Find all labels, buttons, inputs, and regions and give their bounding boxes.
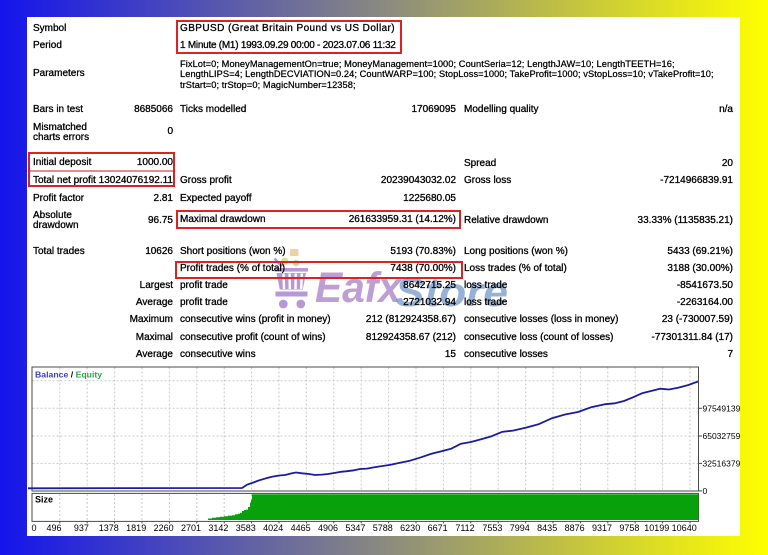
svg-text:32516379: 32516379 — [703, 458, 741, 468]
svg-text:3142: 3142 — [208, 523, 228, 533]
svg-text:4906: 4906 — [318, 523, 338, 533]
svg-text:Size: Size — [35, 495, 53, 505]
svg-text:1819: 1819 — [126, 523, 146, 533]
svg-text:0: 0 — [703, 486, 708, 496]
svg-text:4024: 4024 — [263, 523, 283, 533]
svg-text:2701: 2701 — [181, 523, 201, 533]
svg-text:Store: Store — [395, 269, 508, 315]
svg-text:Balance / Equity: Balance / Equity — [35, 370, 102, 380]
svg-text:496: 496 — [46, 523, 61, 533]
svg-text:5347: 5347 — [345, 523, 365, 533]
svg-text:9317: 9317 — [592, 523, 612, 533]
svg-text:10640: 10640 — [672, 523, 697, 533]
svg-text:4465: 4465 — [291, 523, 311, 533]
svg-text:6671: 6671 — [428, 523, 448, 533]
svg-text:7553: 7553 — [482, 523, 502, 533]
svg-text:7112: 7112 — [455, 523, 474, 533]
svg-text:Eafx: Eafx — [315, 264, 403, 312]
svg-text:8876: 8876 — [565, 523, 585, 533]
svg-text:10199: 10199 — [644, 523, 669, 533]
svg-text:8435: 8435 — [537, 523, 557, 533]
svg-text:5788: 5788 — [373, 523, 393, 533]
svg-text:6230: 6230 — [400, 523, 420, 533]
svg-text:7994: 7994 — [510, 523, 530, 533]
svg-text:97549139: 97549139 — [703, 403, 741, 413]
svg-text:2260: 2260 — [154, 523, 174, 533]
svg-text:65032759: 65032759 — [703, 431, 741, 441]
svg-text:3583: 3583 — [236, 523, 256, 533]
svg-text:0: 0 — [31, 523, 36, 533]
svg-text:937: 937 — [74, 523, 89, 533]
svg-text:9758: 9758 — [619, 523, 639, 533]
svg-text:1378: 1378 — [99, 523, 119, 533]
